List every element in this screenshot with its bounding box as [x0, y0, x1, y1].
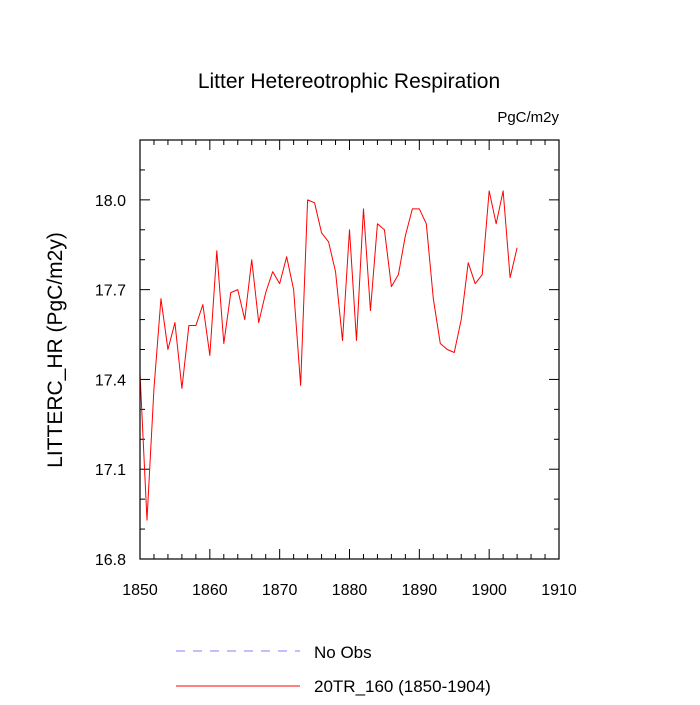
y-tick-label: 17.7	[95, 283, 126, 300]
x-tick-label: 1890	[402, 582, 438, 599]
y-tick-label: 16.8	[95, 552, 126, 569]
legend-20tr-label: 20TR_160 (1850-1904)	[314, 677, 491, 696]
series-layer	[140, 191, 517, 520]
x-tick-label: 1850	[122, 582, 158, 599]
x-tick-label: 1880	[332, 582, 368, 599]
chart-title: Litter Hetereotrophic Respiration	[198, 70, 500, 93]
x-tick-label: 1900	[471, 582, 507, 599]
x-tick-label: 1860	[192, 582, 228, 599]
legend-no-obs-label: No Obs	[314, 643, 372, 662]
legend: No Obs 20TR_160 (1850-1904)	[176, 643, 491, 696]
y-tick-label: 17.4	[95, 372, 126, 389]
series-line-0	[140, 191, 517, 520]
y-tick-label: 18.0	[95, 193, 126, 210]
x-tick-label: 1870	[262, 582, 298, 599]
units-label: PgC/m2y	[497, 109, 559, 126]
x-tick-label: 1910	[541, 582, 577, 599]
plot-frame	[140, 140, 559, 559]
y-axis-label: LITTERC_HR (PgC/m2y)	[44, 232, 67, 468]
y-tick-label: 17.1	[95, 462, 126, 479]
